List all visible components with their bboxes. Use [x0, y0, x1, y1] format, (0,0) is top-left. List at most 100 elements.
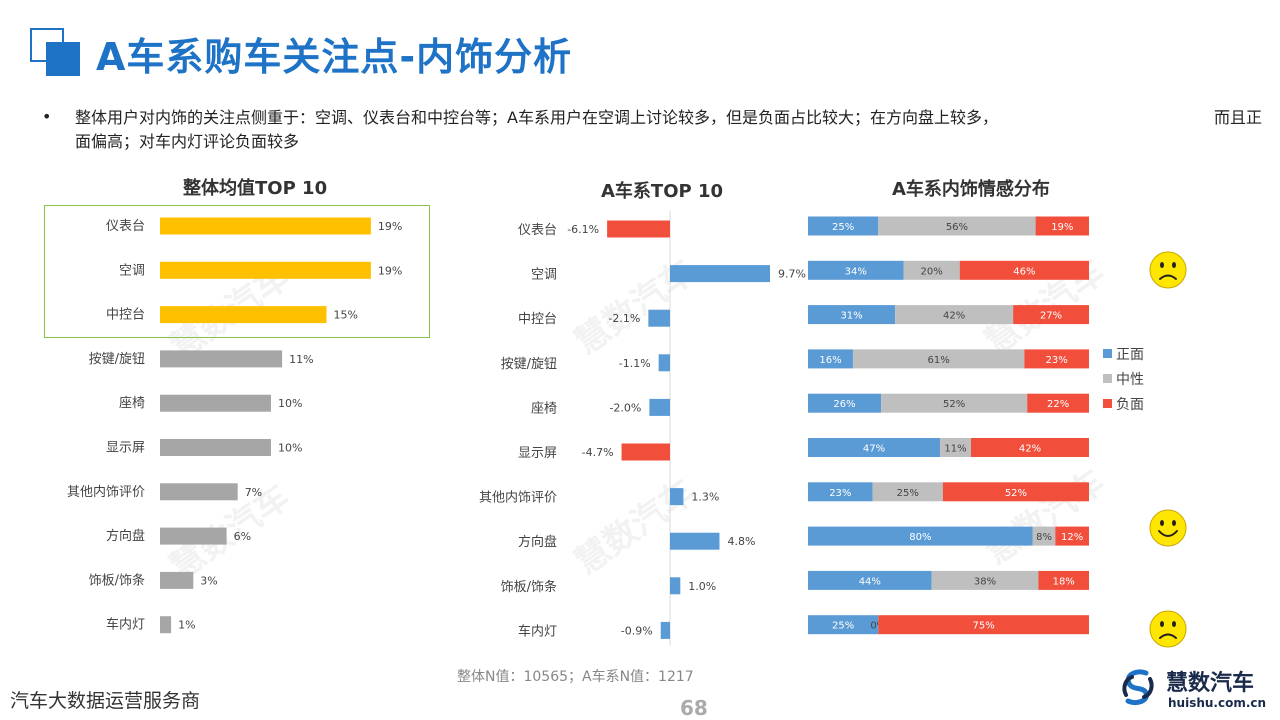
chart1-category-label: 座椅: [119, 396, 145, 411]
chart3-segment-negative: [1035, 216, 1089, 236]
logo-name: 慧数汽车: [1166, 671, 1255, 696]
chart3-segment-positive: [808, 438, 941, 457]
chart3-segment-label: 61%: [928, 355, 950, 366]
chart1-value-label: 11%: [289, 353, 313, 366]
summary-bullet: •: [42, 107, 52, 126]
chart3-segment-negative: [1055, 526, 1089, 546]
chart3-segment-negative: [1027, 393, 1089, 413]
chart2-category-label: 饰板/饰条: [501, 579, 557, 595]
chart1-value-label: 15%: [334, 309, 358, 322]
chart3-segment-positive: [808, 260, 904, 280]
chart2-category-label: 按键/旋钮: [501, 357, 557, 372]
chart2-category-label: 其他内饰评价: [479, 490, 557, 506]
chart2-category-label: 车内灯: [518, 623, 557, 639]
chart3-segment-label: 56%: [946, 222, 968, 233]
chart1-value-label: 6%: [234, 530, 251, 543]
chart2-bar: [670, 488, 684, 506]
chart3-segment-positive: [808, 526, 1033, 546]
chart1-bar: [160, 261, 371, 279]
chart1-category-label: 其他内饰评价: [67, 484, 145, 500]
legend-item-negative: 负面: [1103, 391, 1144, 416]
chart3-segment-label: 18%: [1053, 576, 1075, 587]
summary-text: 整体用户对内饰的关注点侧重于：空调、仪表台和中控台等；A车系用户在空调上讨论较多…: [75, 108, 1262, 151]
chart3-segment-label: 80%: [909, 532, 931, 543]
chart3-segment-negative: [1024, 349, 1089, 369]
chart1-category-label: 中控台: [106, 308, 145, 323]
chart1-bar: [160, 527, 227, 545]
chart1-bar: [160, 571, 194, 589]
chart3-segment-label: 42%: [1019, 444, 1041, 455]
legend-label-neutral: 中性: [1116, 371, 1144, 388]
chart1-bar: [160, 439, 271, 456]
chart1-value-label: 10%: [278, 442, 302, 455]
top3-highlight-box: [44, 205, 430, 338]
chart3-segment-neutral: [903, 260, 960, 280]
huishu-logo-icon: [1122, 669, 1154, 706]
chart1-category-label: 显示屏: [106, 441, 145, 456]
chart3-segment-label: 23%: [1046, 355, 1068, 366]
chart3-segment-neutral: [881, 393, 1028, 413]
chart2-value-label: 4.8%: [727, 535, 755, 548]
chart1-category-label: 空调: [119, 263, 145, 278]
chart2-category-label: 仪表台: [518, 223, 557, 238]
chart3-segment-neutral: [1032, 526, 1056, 546]
chart1-category-label: 饰板/饰条: [89, 572, 145, 588]
chart2-category-label: 中控台: [518, 312, 557, 327]
legend-item-positive: 正面: [1103, 341, 1144, 366]
sad-face-icon: [1149, 610, 1187, 648]
chart3-segment-label: 25%: [832, 621, 854, 632]
chart3-segment-label: 52%: [1005, 488, 1027, 499]
chart2-category-label: 座椅: [531, 401, 557, 416]
legend-label-negative: 负面: [1116, 396, 1144, 413]
chart3-segment-neutral: [931, 570, 1039, 590]
legend-swatch-positive: [1103, 349, 1112, 358]
chart3-segment-label: 19%: [1051, 222, 1073, 233]
chart3-segment-label: 16%: [819, 355, 841, 366]
chart3-segment-label: 38%: [974, 576, 996, 587]
chart1-value-label: 10%: [278, 397, 302, 410]
chart3-segment-label: 31%: [840, 311, 862, 322]
chart1-category-label: 按键/旋钮: [89, 352, 145, 367]
chart3-title: A车系内饰情感分布: [892, 179, 1050, 200]
chart3-segment-label: 44%: [859, 576, 881, 587]
chart1-category-label: 方向盘: [106, 528, 145, 544]
chart3-segment-label: 27%: [1040, 311, 1062, 322]
chart2-value-label: -6.1%: [567, 223, 599, 236]
chart3-segment-label: 52%: [943, 399, 965, 410]
chart2-bar: [660, 621, 670, 639]
chart3-segment-label: 22%: [1047, 399, 1069, 410]
chart3-segment-label: 11%: [944, 444, 966, 455]
chart3-segment-positive: [808, 482, 873, 502]
chart3-segment-label: 75%: [973, 621, 995, 632]
chart2-bar: [670, 532, 720, 550]
happy-face-icon: [1149, 509, 1187, 547]
chart3-segment-negative: [959, 260, 1089, 280]
chart2-category-label: 显示屏: [518, 446, 557, 461]
chart2-bar: [670, 577, 681, 595]
chart3-segment-negative: [970, 438, 1089, 457]
sentiment-legend: 正面 中性 负面: [1103, 341, 1144, 416]
chart3-segment-positive: [808, 570, 932, 590]
chart3-segment-label: 12%: [1061, 532, 1083, 543]
chart1-value-label: 19%: [378, 220, 402, 233]
chart3-segment-label: 42%: [943, 311, 965, 322]
chart3-segment-neutral: [878, 216, 1036, 236]
sad-face-icon: [1149, 251, 1187, 289]
chart1-value-label: 1%: [178, 619, 195, 632]
chart3-segment-label: 26%: [833, 399, 855, 410]
chart2-value-label: -1.1%: [619, 357, 651, 370]
logo-url: huishu.com.cn: [1168, 696, 1267, 710]
chart2-value-label: -2.1%: [608, 312, 640, 325]
legend-item-neutral: 中性: [1103, 366, 1144, 391]
chart1-bar: [160, 350, 283, 368]
chart2-value-label: 1.0%: [688, 580, 716, 593]
chart1-title: 整体均值TOP 10: [183, 178, 328, 199]
chart3-segment-label: 23%: [829, 488, 851, 499]
legend-label-positive: 正面: [1116, 346, 1144, 363]
chart2-value-label: 9.7%: [778, 268, 806, 281]
chart3-segment-label: 20%: [921, 266, 943, 277]
chart3-segment-label: 34%: [845, 266, 867, 277]
chart1-bar: [160, 217, 371, 235]
chart1-value-label: 3%: [200, 574, 217, 587]
